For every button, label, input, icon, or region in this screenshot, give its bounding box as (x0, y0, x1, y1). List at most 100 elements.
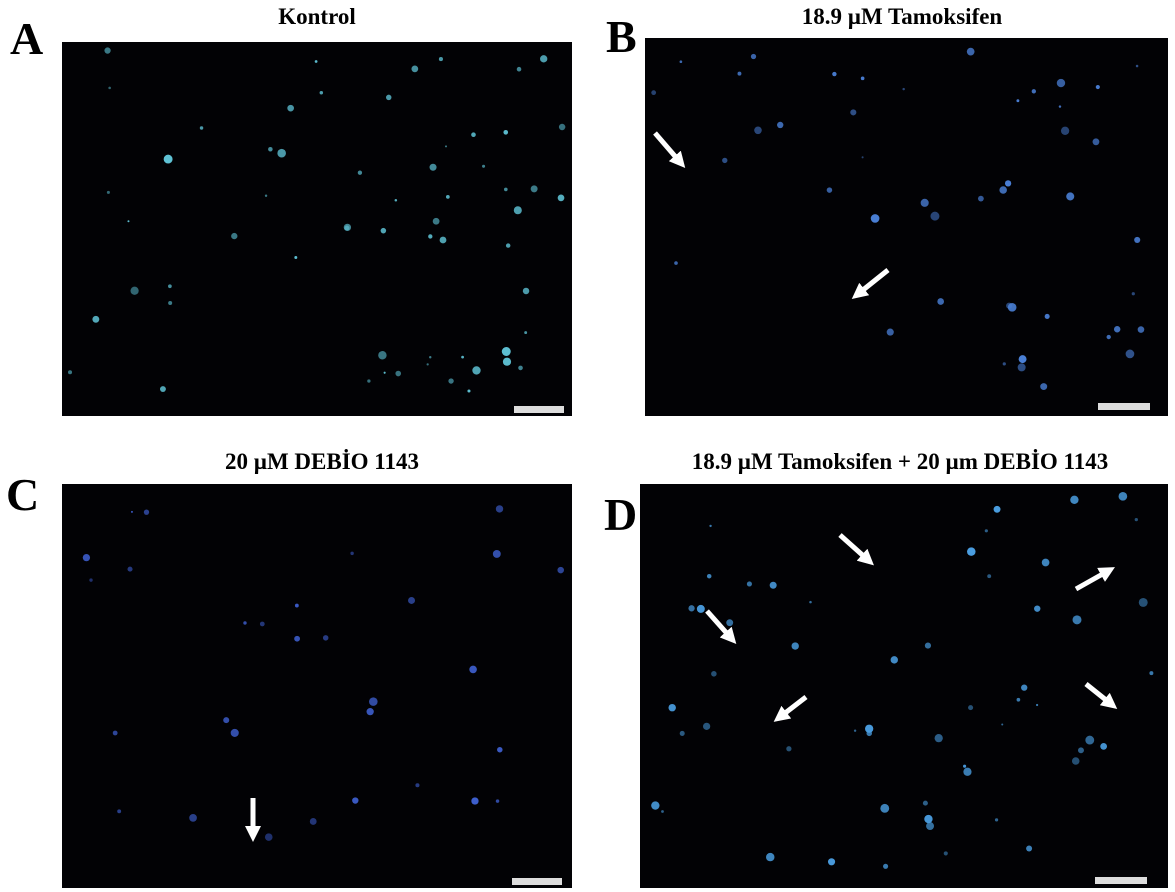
cell (366, 708, 374, 716)
cell (711, 671, 717, 677)
cell (309, 818, 317, 825)
cell (117, 809, 122, 814)
cell (850, 109, 857, 116)
cell (668, 703, 676, 712)
cell (395, 370, 402, 377)
arrow (705, 609, 737, 644)
cell (1135, 64, 1139, 68)
cell (82, 553, 91, 562)
cell (1018, 355, 1027, 364)
cell (501, 347, 511, 356)
cell (445, 194, 450, 199)
cell (890, 656, 898, 664)
cell (516, 66, 522, 72)
cell (168, 284, 172, 289)
cell (199, 126, 204, 130)
cell (943, 851, 948, 856)
cell (994, 818, 999, 822)
cell (471, 132, 476, 138)
cell (791, 642, 799, 650)
cell (865, 724, 874, 733)
cell (832, 71, 837, 77)
cell (127, 566, 133, 572)
panel-title: 20 µM DEBİO 1143 (225, 449, 419, 474)
cell (1138, 597, 1148, 607)
micrograph (62, 42, 572, 416)
cell (984, 529, 988, 533)
cell (1044, 313, 1050, 319)
cell (558, 123, 566, 131)
cell (651, 90, 657, 96)
cell (189, 814, 197, 822)
cell (294, 635, 300, 642)
cell (1066, 192, 1075, 201)
cell (467, 389, 471, 393)
cell (1070, 495, 1079, 504)
arrow (838, 533, 874, 566)
cell (966, 47, 975, 56)
cell (448, 378, 454, 384)
cell (497, 746, 503, 753)
cell (688, 605, 695, 612)
micrograph (640, 484, 1168, 888)
cell (1040, 383, 1048, 391)
cell (540, 55, 548, 63)
cell (357, 170, 363, 175)
cell (1072, 615, 1082, 625)
panel-letter: A (10, 13, 43, 64)
cell (230, 728, 239, 737)
cell (557, 194, 565, 202)
arrow (1074, 567, 1115, 592)
cell (1058, 105, 1062, 108)
cells (68, 47, 1154, 869)
arrows (244, 131, 1118, 843)
cell (883, 863, 889, 869)
cell (287, 104, 294, 112)
cell (513, 206, 522, 215)
cell (352, 797, 359, 804)
cell (1017, 363, 1026, 372)
cell (1071, 757, 1080, 765)
cell (746, 581, 752, 587)
cell (503, 187, 508, 192)
cell (827, 858, 836, 866)
cell (264, 194, 268, 197)
cell (159, 386, 166, 393)
cell (709, 524, 712, 528)
cell (1149, 671, 1154, 676)
cell (408, 596, 416, 604)
arrow (653, 131, 686, 169)
cell (937, 298, 945, 305)
cell (1113, 326, 1121, 333)
cell (1134, 517, 1138, 522)
cell (294, 603, 299, 608)
cell (754, 126, 762, 135)
cell (378, 351, 387, 360)
cell (471, 797, 479, 805)
cell (415, 783, 420, 788)
cell (231, 232, 238, 240)
cell (163, 154, 173, 164)
cell (1118, 491, 1128, 501)
cell (853, 729, 857, 732)
cell (1031, 89, 1036, 94)
arrow (1084, 682, 1118, 709)
panel-title: 18.9 µM Tamoksifen (802, 4, 1003, 29)
cell (1106, 334, 1111, 340)
cell (1134, 236, 1141, 243)
cell (1034, 605, 1041, 612)
arrow (773, 695, 808, 722)
cell (127, 220, 130, 223)
cell (1021, 684, 1028, 691)
cell (439, 236, 447, 244)
cell (1125, 349, 1135, 359)
scale-bars (512, 403, 1150, 885)
cell (429, 356, 432, 359)
cell (809, 600, 812, 604)
cell (999, 186, 1007, 194)
cell (726, 619, 734, 627)
cell (1004, 180, 1012, 187)
cell (482, 164, 486, 168)
